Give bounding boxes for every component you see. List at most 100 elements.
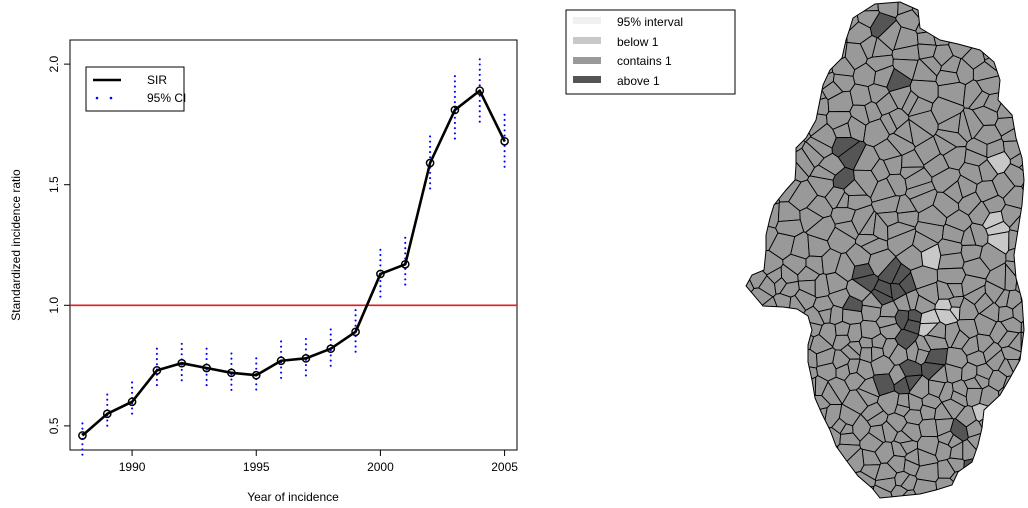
plot-frame	[69, 39, 518, 451]
ci-dot	[453, 137, 456, 140]
ci-dot	[280, 340, 283, 343]
map-region	[916, 30, 937, 46]
ci-dot	[304, 374, 307, 377]
ci-dot	[429, 135, 432, 138]
map-region	[1019, 374, 1024, 395]
map-region	[766, 374, 787, 388]
sir-point	[351, 327, 360, 337]
map-region	[992, 402, 1012, 427]
map-region	[752, 432, 771, 453]
map-region	[984, 462, 1004, 484]
ci-dot	[81, 422, 84, 425]
map-legend: 95% interval below 1 contains 1 above 1	[565, 9, 736, 95]
map-region	[931, 489, 951, 498]
map-region	[771, 463, 792, 476]
map-region	[773, 2, 788, 27]
ci-dot	[478, 84, 481, 87]
choropleth-map	[745, 1, 1025, 499]
map-region	[800, 8, 829, 36]
map-region	[778, 21, 806, 47]
map-region	[982, 24, 1011, 45]
x-tick-label: 2000	[367, 460, 394, 474]
map-region	[1018, 489, 1024, 498]
map-region	[754, 55, 783, 71]
map-region	[842, 308, 864, 325]
map-region	[746, 192, 761, 215]
map-region	[779, 32, 813, 60]
ci-dot	[280, 371, 283, 374]
map-regions	[746, 2, 1024, 498]
sir-point	[177, 358, 187, 368]
legend-swatch-below-1	[573, 37, 601, 44]
ci-dot	[503, 129, 506, 132]
map-region	[1020, 43, 1024, 61]
ci-dot	[453, 101, 456, 104]
sir-point	[400, 259, 410, 269]
ci-dot	[453, 116, 456, 119]
ci-dot	[329, 338, 332, 341]
map-region	[746, 30, 763, 53]
map-region	[1019, 101, 1024, 125]
ci-dot	[478, 63, 481, 66]
sir-point	[475, 86, 485, 95]
map-region	[963, 457, 984, 476]
map-region	[746, 147, 757, 168]
ci-dot	[429, 187, 432, 190]
map-region	[746, 111, 770, 137]
map-region	[962, 2, 987, 28]
map-region	[794, 444, 813, 462]
ci-dot	[180, 348, 183, 351]
map-region	[768, 435, 787, 452]
ci-dot	[329, 328, 332, 331]
x-axis: 1990 1995 2000 2005	[119, 450, 518, 474]
ci-dot	[404, 273, 407, 276]
map-region	[1003, 81, 1024, 99]
ci-dot	[478, 68, 481, 71]
map-region	[1006, 433, 1024, 454]
ci-dot	[155, 347, 158, 350]
x-tick-label: 1990	[119, 460, 146, 474]
map-region	[965, 480, 983, 498]
map-region	[1007, 2, 1024, 31]
ci-dot	[354, 324, 357, 327]
ci-dot	[453, 121, 456, 125]
map-region	[784, 2, 808, 24]
ci-dot	[280, 376, 283, 379]
ci-dot	[478, 110, 481, 113]
map-region	[996, 92, 1021, 119]
legend-sir-label: SIR	[147, 73, 167, 87]
map-region	[799, 469, 815, 489]
sir-line-chart: 0.5 1.0 1.5 2.0 1990 1995 2000 2005 Standardiz…	[9, 39, 518, 504]
map-region	[800, 2, 828, 24]
sir-point	[202, 363, 211, 373]
map-region	[746, 301, 755, 332]
map-region	[843, 492, 859, 498]
map-region	[1020, 317, 1024, 336]
map-region	[746, 488, 765, 498]
map-region	[746, 363, 765, 380]
map-region	[754, 169, 776, 192]
map-region	[746, 442, 752, 462]
map-region	[746, 242, 759, 270]
map-region	[802, 376, 817, 398]
map-region	[825, 2, 857, 22]
ci-dot	[131, 391, 134, 394]
map-region	[779, 308, 801, 330]
ci-dot	[131, 407, 134, 410]
ci-dot	[255, 388, 258, 391]
ci-dot	[280, 345, 283, 348]
map-region	[746, 161, 759, 180]
map-region	[759, 37, 782, 57]
ci-dot	[155, 378, 158, 381]
ci-dot	[404, 283, 407, 286]
ci-dot	[255, 362, 258, 365]
map-region	[936, 2, 964, 33]
ci-dot	[230, 357, 233, 360]
y-axis: 0.5 1.0 1.5 2.0	[47, 55, 70, 434]
map-region	[998, 484, 1019, 498]
map-region	[754, 147, 776, 172]
ci-dot	[379, 253, 382, 257]
sir-point	[376, 269, 385, 279]
map-region	[875, 315, 898, 329]
